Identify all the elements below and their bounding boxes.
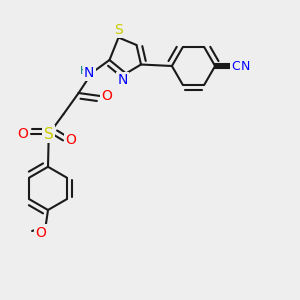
- Text: O: O: [65, 134, 76, 147]
- Text: O: O: [101, 89, 112, 103]
- Text: O: O: [36, 226, 46, 239]
- Text: N: N: [117, 73, 128, 87]
- Text: C: C: [232, 59, 241, 73]
- Text: N: N: [241, 59, 250, 73]
- Text: H: H: [80, 66, 88, 76]
- Text: N: N: [84, 66, 94, 80]
- Text: S: S: [114, 23, 123, 37]
- Text: S: S: [44, 127, 53, 142]
- Text: O: O: [18, 128, 28, 141]
